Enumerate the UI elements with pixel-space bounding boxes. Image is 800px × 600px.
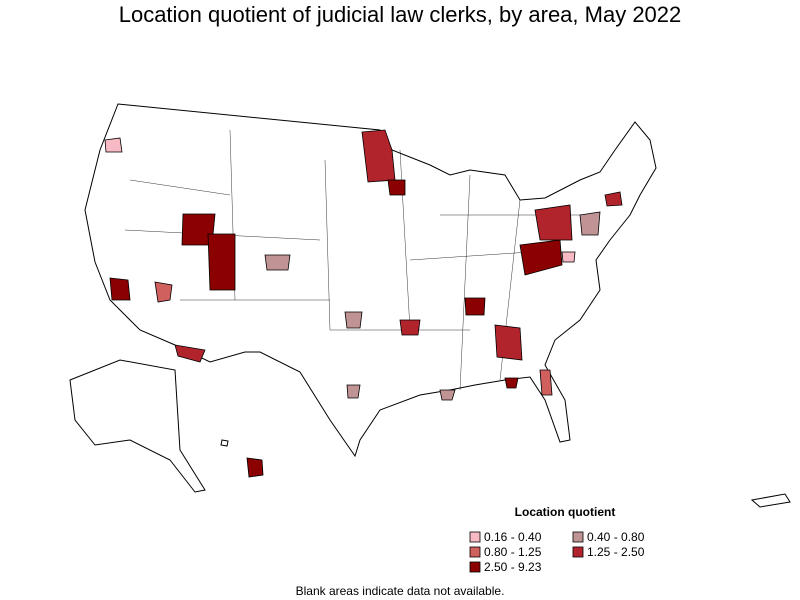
- title: Location quotient of judicial law clerks…: [119, 2, 682, 27]
- map: [69, 103, 791, 508]
- legend-swatch: [469, 561, 481, 573]
- region: [439, 389, 456, 401]
- region: [361, 129, 396, 183]
- puerto-rico: [750, 493, 791, 508]
- region: [246, 457, 264, 478]
- region: [346, 384, 361, 399]
- region: [504, 377, 519, 389]
- region: [399, 319, 421, 336]
- contiguous-us: [84, 103, 657, 458]
- alaska: [69, 359, 206, 493]
- region: [104, 137, 123, 153]
- region: [534, 204, 573, 241]
- region: [604, 191, 623, 207]
- region: [561, 251, 576, 263]
- legend-title: Location quotient: [515, 505, 616, 519]
- region: [579, 211, 601, 236]
- region: [344, 311, 363, 329]
- hawaii-2: [220, 439, 229, 447]
- legend-swatch: [572, 531, 584, 543]
- region: [519, 239, 563, 276]
- region: [264, 254, 291, 271]
- region: [174, 344, 206, 363]
- region: [207, 233, 236, 291]
- region: [494, 324, 523, 361]
- legend-label: 2.50 - 9.23: [484, 560, 542, 574]
- region: [154, 281, 173, 303]
- legend-swatch: [469, 546, 481, 558]
- region: [387, 179, 406, 196]
- region: [109, 277, 131, 301]
- legend-label: 0.40 - 0.80: [587, 530, 645, 544]
- legend: Location quotient 0.16 - 0.40 0.40 - 0.80…: [469, 505, 645, 574]
- region: [539, 369, 553, 396]
- legend-label: 0.80 - 1.25: [484, 545, 542, 559]
- footnote: Blank areas indicate data not available.: [296, 584, 505, 598]
- legend-label: 1.25 - 2.50: [587, 545, 645, 559]
- legend-label: 0.16 - 0.40: [484, 530, 542, 544]
- legend-swatch: [469, 531, 481, 543]
- region: [464, 297, 486, 316]
- legend-swatch: [572, 546, 584, 558]
